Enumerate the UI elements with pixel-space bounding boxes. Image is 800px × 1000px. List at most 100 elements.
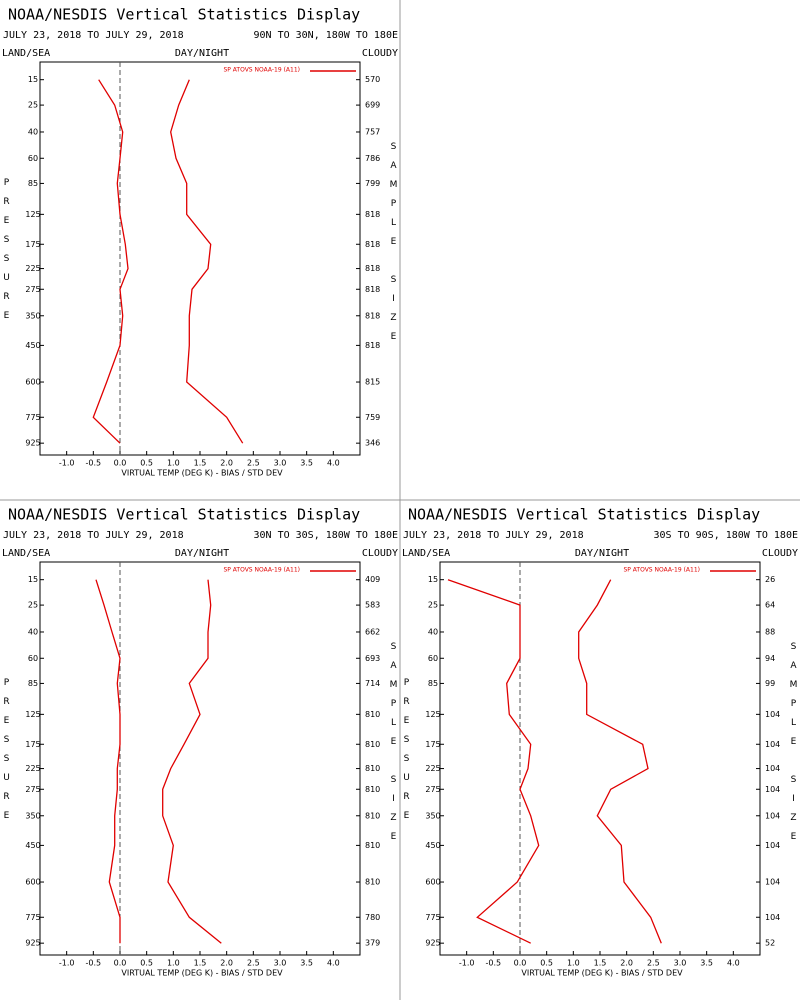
x-tick-label: 3.5 — [300, 959, 313, 968]
region: 90N TO 30N, 180W TO 180E — [254, 30, 399, 41]
sample-size: 818 — [365, 264, 380, 273]
y-tick-label: 925 — [425, 939, 440, 948]
legend-label: SP ATOVS NOAA-19 (A11) — [623, 567, 700, 574]
y-tick-label: 600 — [25, 378, 40, 387]
x-tick-label: 0.5 — [140, 459, 153, 468]
x-tick-label: 0.5 — [540, 959, 553, 968]
sample-size: 810 — [365, 740, 380, 749]
y-tick-label: 60 — [428, 654, 438, 663]
date-range: JULY 23, 2018 TO JULY 29, 2018 — [3, 530, 184, 541]
x-tick-label: 1.0 — [167, 459, 180, 468]
sample-size: 818 — [365, 240, 380, 249]
sample-size: 104 — [765, 878, 780, 887]
y-tick-label: 25 — [428, 601, 438, 610]
x-tick-label: 1.5 — [594, 959, 607, 968]
y-tick-label: 775 — [25, 413, 40, 422]
sample-size: 104 — [765, 811, 780, 820]
sample-size: 810 — [365, 841, 380, 850]
x-tick-label: 3.0 — [274, 459, 287, 468]
x-tick-label: -0.5 — [86, 959, 102, 968]
y-tick-label: 225 — [425, 764, 440, 773]
sample-size: 104 — [765, 740, 780, 749]
sample-size: 104 — [765, 785, 780, 794]
sample-size: 699 — [365, 101, 380, 110]
header-label: CLOUDY — [762, 548, 798, 559]
y-tick-label: 275 — [25, 785, 40, 794]
panel: NOAA/NESDIS Vertical Statistics Display J… — [2, 506, 399, 978]
y-axis-label: PRESSURE — [2, 678, 12, 830]
sample-size: 104 — [765, 710, 780, 719]
sample-size: 818 — [365, 341, 380, 350]
sample-size: 662 — [365, 627, 380, 636]
sample-size: 104 — [765, 764, 780, 773]
date-range: JULY 23, 2018 TO JULY 29, 2018 — [3, 30, 184, 41]
y2-axis-label: SAMPLE SIZE — [789, 642, 799, 851]
y-tick-label: 350 — [425, 811, 440, 820]
y-tick-label: 600 — [425, 878, 440, 887]
x-tick-label: 3.0 — [274, 959, 287, 968]
y-tick-label: 350 — [25, 811, 40, 820]
header-label: DAY/NIGHT — [175, 48, 229, 59]
x-tick-label: -0.5 — [486, 959, 502, 968]
x-tick-label: -1.0 — [459, 959, 475, 968]
x-tick-label: 0.0 — [114, 459, 127, 468]
y-axis-label: PRESSURE — [2, 178, 12, 330]
y-tick-label: 225 — [25, 264, 40, 273]
y2-axis-label: SAMPLE SIZE — [389, 142, 399, 351]
y-tick-label: 600 — [25, 878, 40, 887]
sample-size: 818 — [365, 210, 380, 219]
y-tick-label: 85 — [428, 679, 438, 688]
y-tick-label: 125 — [25, 710, 40, 719]
y-tick-label: 40 — [28, 127, 38, 136]
x-tick-label: 1.5 — [194, 959, 207, 968]
date-range: JULY 23, 2018 TO JULY 29, 2018 — [403, 530, 584, 541]
y-tick-label: 175 — [25, 240, 40, 249]
y2-axis-label: SAMPLE SIZE — [389, 642, 399, 851]
sample-size: 810 — [365, 878, 380, 887]
x-tick-label: 2.0 — [220, 459, 233, 468]
y-tick-label: 450 — [25, 341, 40, 350]
y-tick-label: 775 — [25, 913, 40, 922]
x-tick-label: 0.0 — [114, 959, 127, 968]
sample-size: 818 — [365, 285, 380, 294]
y-tick-label: 60 — [28, 154, 38, 163]
profile-line — [92, 79, 129, 444]
x-tick-label: 1.0 — [567, 959, 580, 968]
y-tick-label: 925 — [25, 439, 40, 448]
header-label: DAY/NIGHT — [175, 548, 229, 559]
sample-size: 570 — [365, 75, 380, 84]
panel: NOAA/NESDIS Vertical Statistics Display J… — [2, 6, 399, 478]
x-tick-label: 2.0 — [220, 959, 233, 968]
x-tick-label: 3.5 — [700, 959, 713, 968]
y-tick-label: 60 — [28, 654, 38, 663]
y-tick-label: 15 — [28, 575, 38, 584]
y-axis-label: PRESSURE — [402, 678, 412, 830]
y-tick-label: 450 — [25, 841, 40, 850]
y-tick-label: 775 — [425, 913, 440, 922]
sample-size: 810 — [365, 764, 380, 773]
sample-size: 379 — [365, 939, 380, 948]
header-label: LAND/SEA — [2, 48, 50, 59]
legend-label: SP ATOVS NOAA-19 (A11) — [223, 567, 300, 574]
x-tick-label: -1.0 — [59, 459, 75, 468]
x-tick-label: 1.0 — [167, 959, 180, 968]
sample-size: 409 — [365, 575, 380, 584]
legend-label: SP ATOVS NOAA-19 (A11) — [223, 67, 300, 74]
panel-title: NOAA/NESDIS Vertical Statistics Display — [8, 6, 360, 24]
sample-size: 88 — [765, 627, 775, 636]
sample-size: 583 — [365, 601, 380, 610]
panel-title: NOAA/NESDIS Vertical Statistics Display — [8, 506, 360, 524]
region: 30N TO 30S, 180W TO 180E — [254, 530, 399, 541]
sample-size: 810 — [365, 811, 380, 820]
header-label: LAND/SEA — [402, 548, 450, 559]
sample-size: 810 — [365, 785, 380, 794]
sample-size: 26 — [765, 575, 775, 584]
region: 30S TO 90S, 180W TO 180E — [654, 530, 799, 541]
y-tick-label: 175 — [25, 740, 40, 749]
x-tick-label: -0.5 — [86, 459, 102, 468]
x-axis-label: VIRTUAL TEMP (DEG K) - BIAS / STD DEV — [121, 469, 283, 478]
profile-line — [162, 579, 222, 944]
x-axis-label: VIRTUAL TEMP (DEG K) - BIAS / STD DEV — [521, 969, 683, 978]
header-label: CLOUDY — [362, 48, 398, 59]
